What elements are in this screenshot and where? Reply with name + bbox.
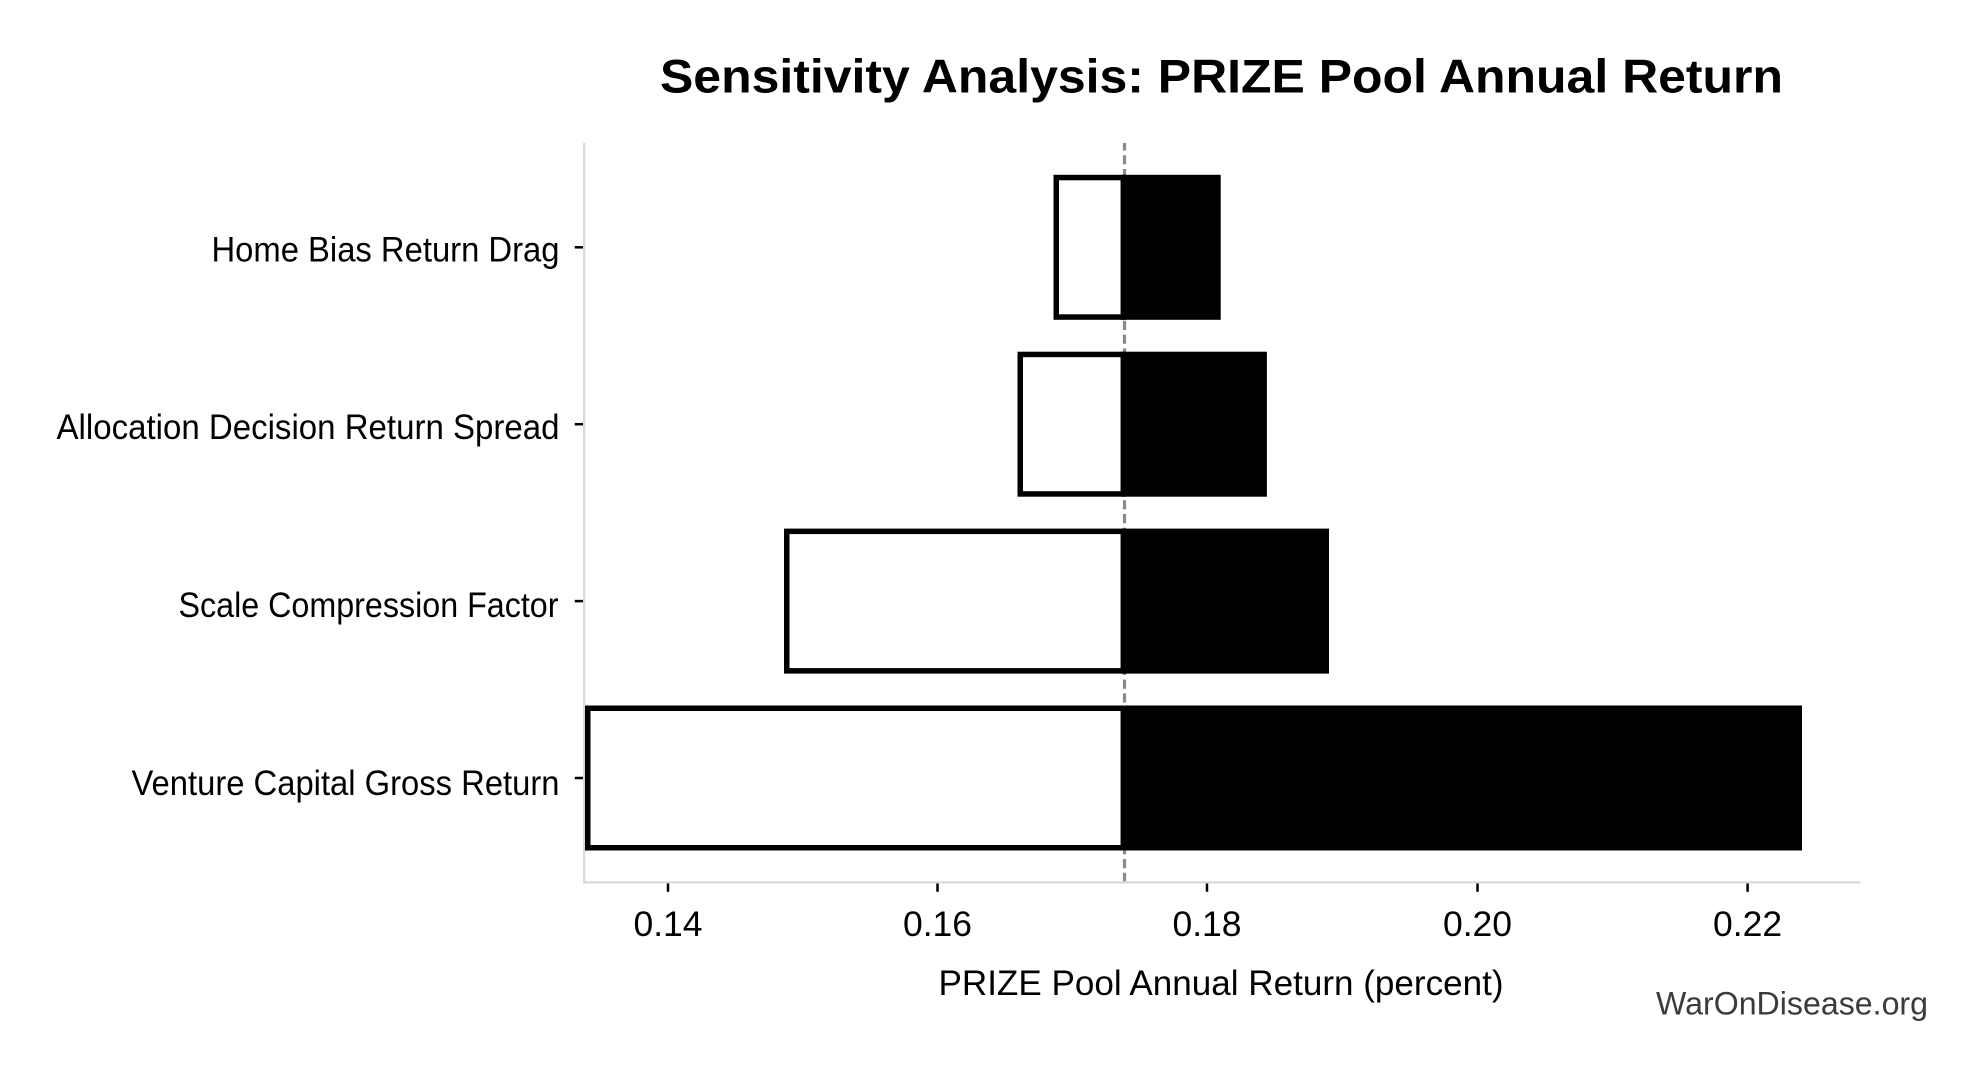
svg-text:0.18: 0.18: [1172, 904, 1241, 944]
svg-text:0.20: 0.20: [1443, 904, 1512, 944]
svg-text:Venture Capital Gross Return: Venture Capital Gross Return: [132, 764, 560, 803]
svg-text:Home Bias Return Drag: Home Bias Return Drag: [212, 231, 560, 270]
svg-text:0.14: 0.14: [633, 904, 702, 944]
svg-text:0.22: 0.22: [1713, 904, 1782, 944]
svg-text:0.16: 0.16: [903, 904, 972, 944]
svg-text:PRIZE Pool Annual Return (perc: PRIZE Pool Annual Return (percent): [939, 963, 1504, 1003]
svg-text:WarOnDisease.org: WarOnDisease.org: [1656, 985, 1928, 1021]
svg-text:Allocation Decision Return Spr: Allocation Decision Return Spread: [57, 408, 560, 447]
svg-text:Sensitivity Analysis: PRIZE Po: Sensitivity Analysis: PRIZE Pool Annual …: [660, 50, 1783, 103]
svg-text:Scale Compression Factor: Scale Compression Factor: [179, 586, 559, 625]
